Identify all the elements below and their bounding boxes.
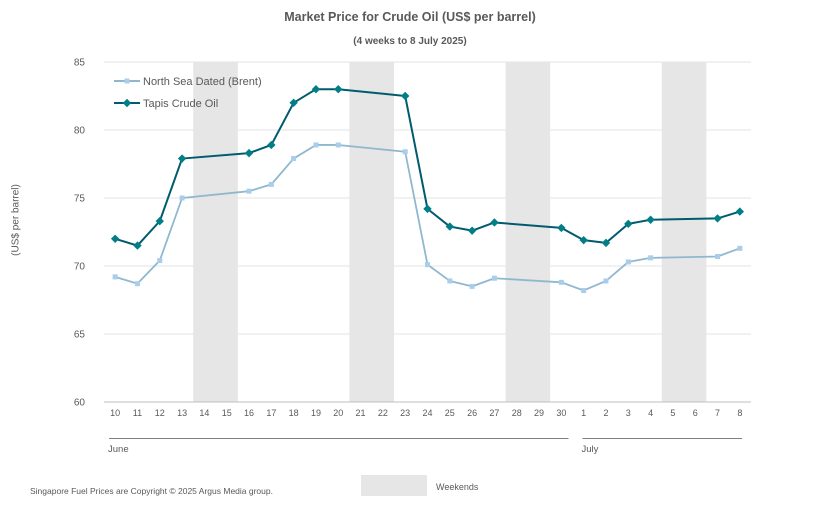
x-tick-label: 29 bbox=[534, 408, 544, 418]
data-point bbox=[124, 78, 130, 84]
x-tick-label: 28 bbox=[512, 408, 522, 418]
x-tick-label: 13 bbox=[177, 408, 187, 418]
weekend-band bbox=[661, 62, 707, 402]
weekend-band bbox=[505, 62, 551, 402]
data-point bbox=[445, 222, 455, 231]
legend-label: Tapis Crude Oil bbox=[143, 98, 218, 110]
data-point bbox=[557, 223, 566, 233]
x-tick-label: 3 bbox=[626, 408, 631, 418]
data-point bbox=[648, 255, 654, 261]
data-point bbox=[737, 245, 743, 251]
month-label: June bbox=[108, 444, 129, 455]
data-point bbox=[447, 278, 453, 284]
data-point bbox=[735, 207, 745, 216]
data-point bbox=[244, 148, 254, 158]
x-tick-label: 2 bbox=[603, 408, 608, 418]
data-point bbox=[311, 85, 321, 94]
x-tick-label: 5 bbox=[670, 408, 675, 418]
x-tick-label: 23 bbox=[400, 408, 410, 418]
data-point bbox=[177, 154, 187, 163]
x-tick-label: 30 bbox=[556, 408, 566, 418]
chart-title: Market Price for Crude Oil (US$ per barr… bbox=[284, 10, 536, 24]
data-point bbox=[581, 287, 587, 293]
x-tick-label: 14 bbox=[199, 408, 209, 418]
x-tick-label: 19 bbox=[311, 408, 321, 418]
x-tick-label: 10 bbox=[110, 408, 120, 418]
x-tick-label: 1 bbox=[581, 408, 586, 418]
data-point bbox=[268, 181, 274, 187]
data-point bbox=[289, 98, 298, 107]
data-point bbox=[155, 216, 164, 226]
data-point bbox=[133, 241, 142, 250]
data-point bbox=[491, 275, 497, 281]
data-point bbox=[601, 238, 611, 248]
data-point bbox=[467, 226, 477, 235]
month-label: July bbox=[582, 444, 599, 455]
x-tick-label: 18 bbox=[289, 408, 299, 418]
x-tick-label: 16 bbox=[244, 408, 254, 418]
data-point bbox=[157, 258, 163, 264]
x-tick-label: 25 bbox=[445, 408, 455, 418]
x-tick-label: 12 bbox=[155, 408, 165, 418]
data-point bbox=[112, 274, 118, 280]
x-tick-label: 17 bbox=[266, 408, 276, 418]
chart-subtitle: (4 weeks to 8 July 2025) bbox=[353, 36, 467, 47]
x-tick-label: 7 bbox=[715, 408, 720, 418]
weekend-legend-swatch bbox=[361, 475, 427, 496]
y-tick-label: 65 bbox=[74, 330, 86, 341]
y-tick-label: 60 bbox=[74, 398, 86, 409]
data-point bbox=[334, 85, 343, 94]
data-point bbox=[313, 142, 319, 148]
weekend-band bbox=[193, 62, 238, 402]
data-point bbox=[179, 195, 185, 201]
weekend-legend-label: Weekends bbox=[436, 482, 479, 492]
data-point bbox=[646, 215, 655, 224]
data-point bbox=[267, 140, 276, 150]
data-point bbox=[713, 214, 722, 223]
x-tick-label: 21 bbox=[356, 408, 366, 418]
x-tick-label: 11 bbox=[133, 408, 142, 418]
data-point bbox=[246, 188, 252, 194]
data-point bbox=[400, 91, 410, 101]
y-tick-label: 70 bbox=[74, 262, 86, 273]
x-tick-label: 27 bbox=[489, 408, 499, 418]
data-point bbox=[625, 259, 631, 265]
data-point bbox=[402, 149, 408, 155]
data-point bbox=[110, 234, 120, 243]
data-point bbox=[558, 279, 564, 285]
x-tick-label: 8 bbox=[737, 408, 742, 418]
copyright-footer: Singapore Fuel Prices are Copyright © 20… bbox=[30, 486, 273, 496]
x-tick-label: 15 bbox=[222, 408, 232, 418]
legend-label: North Sea Dated (Brent) bbox=[143, 76, 262, 88]
data-point bbox=[423, 204, 432, 214]
x-tick-label: 22 bbox=[378, 408, 388, 418]
data-point bbox=[603, 278, 609, 284]
data-point bbox=[425, 262, 430, 268]
x-tick-label: 4 bbox=[648, 408, 653, 418]
x-tick-label: 20 bbox=[333, 408, 343, 418]
y-tick-label: 85 bbox=[74, 58, 86, 69]
data-point bbox=[715, 253, 721, 259]
data-point bbox=[134, 281, 140, 287]
y-tick-label: 80 bbox=[74, 126, 86, 137]
data-point bbox=[122, 98, 132, 108]
x-tick-label: 24 bbox=[422, 408, 432, 418]
data-point bbox=[579, 235, 588, 245]
data-point bbox=[291, 156, 297, 162]
data-point bbox=[469, 283, 475, 289]
weekend-band bbox=[349, 62, 395, 402]
data-point bbox=[624, 219, 633, 229]
y-tick-label: 75 bbox=[74, 194, 86, 205]
x-tick-label: 26 bbox=[467, 408, 477, 418]
data-point bbox=[490, 218, 499, 227]
data-point bbox=[335, 142, 341, 148]
x-tick-label: 6 bbox=[693, 408, 698, 418]
